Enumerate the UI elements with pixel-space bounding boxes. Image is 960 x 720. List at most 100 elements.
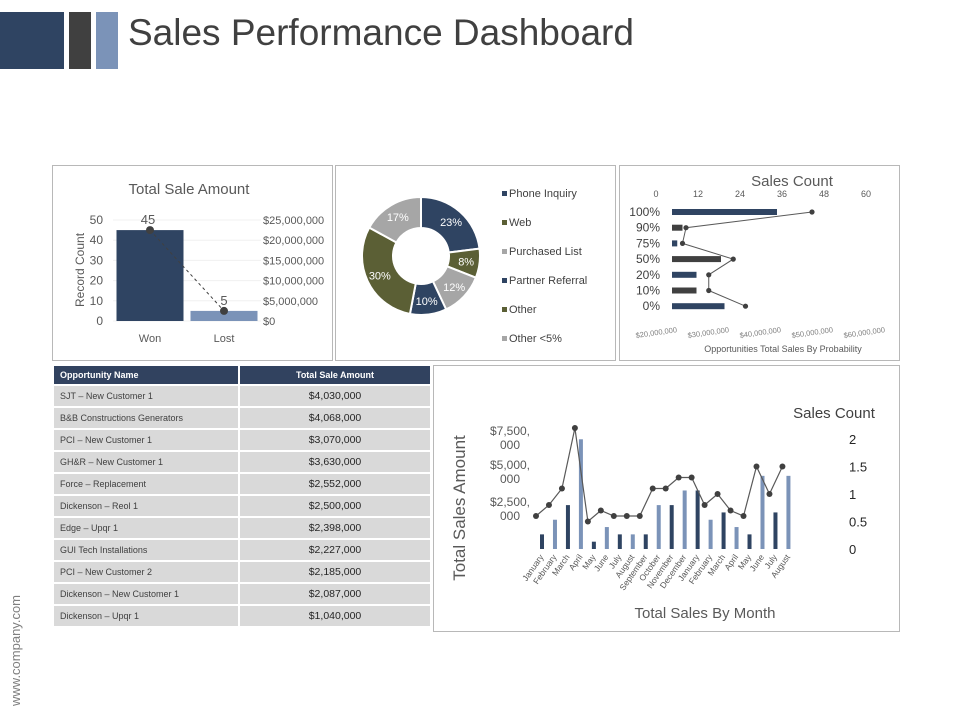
sale-amount-cell: $2,227,000 bbox=[238, 540, 430, 560]
legend-swatch bbox=[502, 278, 507, 283]
sales-count-probability-panel: Sales Count 0 12 24 36 48 60 100% 90% 75% 50% 20% 10… bbox=[619, 165, 900, 361]
y-tick-label: $7,500, 000 bbox=[490, 424, 530, 452]
table-row: PCI – New Customer 1 $3,070,000 bbox=[54, 430, 430, 450]
y-tick-label: 50% bbox=[636, 252, 660, 266]
legend-entry: Other <5% bbox=[509, 333, 562, 345]
table-row: Dickenson – New Customer 1 $2,087,000 bbox=[54, 584, 430, 604]
month-bar bbox=[760, 475, 765, 549]
column-header-opportunity-name: Opportunity Name bbox=[54, 366, 238, 384]
amount-line bbox=[149, 229, 225, 312]
table-row: PCI – New Customer 2 $2,185,000 bbox=[54, 562, 430, 582]
sales-amount-point bbox=[706, 287, 712, 294]
sales-amount-point bbox=[809, 209, 815, 215]
opportunity-name-cell: SJT – New Customer 1 bbox=[54, 386, 238, 406]
x-top-tick-label: 0 bbox=[653, 189, 658, 199]
slice-label: 12% bbox=[443, 282, 465, 294]
table-row: GH&R – New Customer 1 $3,630,000 bbox=[54, 452, 430, 472]
y-tick-label: 0% bbox=[643, 299, 661, 313]
page-title: Sales Performance Dashboard bbox=[128, 12, 634, 53]
sales-count-point bbox=[675, 474, 682, 481]
sales-count-point bbox=[571, 425, 578, 431]
column-header-total-sale-amount: Total Sale Amount bbox=[238, 366, 430, 384]
y-tick-label: 30 bbox=[90, 253, 104, 267]
x-bottom-tick-label: $20,000,000 bbox=[635, 325, 678, 340]
probability-bar bbox=[672, 287, 697, 294]
opportunity-name-cell: Force – Replacement bbox=[54, 474, 238, 494]
y-tick-label: 10% bbox=[636, 284, 660, 298]
donut-slice-other bbox=[361, 226, 417, 316]
sales-count-point bbox=[558, 485, 565, 492]
y-axis-label: Record Count bbox=[73, 232, 87, 307]
sales-by-month-panel: Sales Count Total Sales Amount Total Sales… bbox=[433, 365, 900, 632]
y-tick-label: 0 bbox=[96, 314, 103, 328]
y2-tick-label: $0 bbox=[263, 316, 275, 328]
sales-amount-point bbox=[742, 303, 749, 309]
table-row: GUI Tech Installations $2,227,000 bbox=[54, 540, 430, 560]
lead-source-panel: 23% 8% 12% 10% 30% 17% Phone Inquiry Web Purchas… bbox=[335, 165, 616, 361]
sales-count-point bbox=[610, 513, 617, 519]
opportunity-name-cell: Dickenson – Reol 1 bbox=[54, 496, 238, 516]
sales-count-point bbox=[753, 463, 760, 470]
opportunity-name-cell: Edge – Upqr 1 bbox=[54, 518, 238, 538]
y-axis-label: Total Sales Amount bbox=[450, 435, 469, 581]
month-bar bbox=[630, 534, 635, 549]
month-bar bbox=[604, 527, 609, 549]
chart-title: Sales Count bbox=[751, 173, 834, 190]
table-row: SJT – New Customer 1 $4,030,000 bbox=[54, 386, 430, 406]
y-tick-label: 20% bbox=[636, 268, 660, 282]
data-label: 5 bbox=[220, 293, 227, 308]
x-tick-label: Won bbox=[139, 333, 161, 345]
x-axis-label: Total Sales By Month bbox=[635, 605, 776, 622]
y-tick-label: 20 bbox=[90, 274, 104, 288]
sales-by-probability-chart: Sales Count 0 12 24 36 48 60 100% 90%75% 50% 20% 10… bbox=[629, 173, 885, 354]
month-bar bbox=[695, 490, 700, 549]
opportunity-name-cell: Dickenson – New Customer 1 bbox=[54, 584, 238, 604]
y-tick-label: 100% bbox=[629, 205, 660, 219]
probability-bar bbox=[672, 224, 683, 231]
sales-count-point bbox=[740, 513, 747, 519]
probability-bar bbox=[672, 303, 725, 310]
opportunity-name-cell: PCI – New Customer 1 bbox=[54, 430, 238, 450]
sales-count-point bbox=[779, 463, 786, 470]
x-top-tick-label: 48 bbox=[819, 189, 829, 199]
y-tick-label: $5,000, 000 bbox=[490, 458, 530, 486]
y-tick-label: 50 bbox=[90, 213, 104, 227]
sales-count-point bbox=[688, 474, 695, 481]
sale-amount-cell: $2,552,000 bbox=[238, 474, 430, 494]
sale-amount-cell: $3,070,000 bbox=[238, 430, 430, 450]
y2-tick-label: $10,000,000 bbox=[263, 276, 324, 288]
x-bottom-tick-label: $50,000,000 bbox=[791, 325, 834, 340]
bar-won bbox=[116, 230, 184, 321]
y2-tick-label: 0.5 bbox=[849, 515, 867, 530]
total-sale-amount-chart: Total Sale Amount 0 $0 10 $5,000,000 20 $10,00… bbox=[73, 181, 324, 345]
chart-title: Total Sale Amount bbox=[129, 181, 251, 198]
opportunity-name-cell: Dickenson – Upqr 1 bbox=[54, 606, 238, 626]
slice-label: 30% bbox=[369, 270, 391, 282]
sales-count-point bbox=[701, 502, 708, 508]
y-tick-label: 10 bbox=[90, 294, 104, 308]
sale-amount-cell: $3,630,000 bbox=[238, 452, 430, 472]
slice-label: 23% bbox=[440, 217, 462, 229]
y2-tick-label: 1.5 bbox=[849, 460, 867, 475]
x-top-tick-label: 36 bbox=[777, 189, 787, 199]
y2-tick-label: $20,000,000 bbox=[263, 235, 324, 247]
x-top-tick-label: 12 bbox=[693, 189, 703, 199]
slice-label: 17% bbox=[387, 212, 409, 224]
month-bar bbox=[656, 505, 661, 549]
month-bar bbox=[578, 439, 583, 549]
sales-count-point bbox=[597, 507, 604, 514]
month-bar bbox=[617, 534, 622, 549]
table-row: Dickenson – Upqr 1 $1,040,000 bbox=[54, 606, 430, 626]
sales-count-point bbox=[533, 513, 539, 519]
month-bar bbox=[773, 512, 778, 549]
total-sale-amount-panel: Total Sale Amount 0 $0 10 $5,000,000 20 $10,00… bbox=[52, 165, 333, 361]
sales-amount-point bbox=[730, 256, 736, 262]
sales-count-point bbox=[623, 513, 630, 519]
y2-tick-label: $25,000,000 bbox=[263, 215, 324, 227]
sale-amount-cell: $2,398,000 bbox=[238, 518, 430, 538]
slice-label: 8% bbox=[458, 257, 474, 269]
amount-point bbox=[146, 226, 154, 235]
x-bottom-tick-label: $40,000,000 bbox=[739, 325, 782, 340]
x-axis-label: Opportunities Total Sales By Probability bbox=[704, 344, 862, 354]
sales-count-point bbox=[649, 485, 656, 492]
